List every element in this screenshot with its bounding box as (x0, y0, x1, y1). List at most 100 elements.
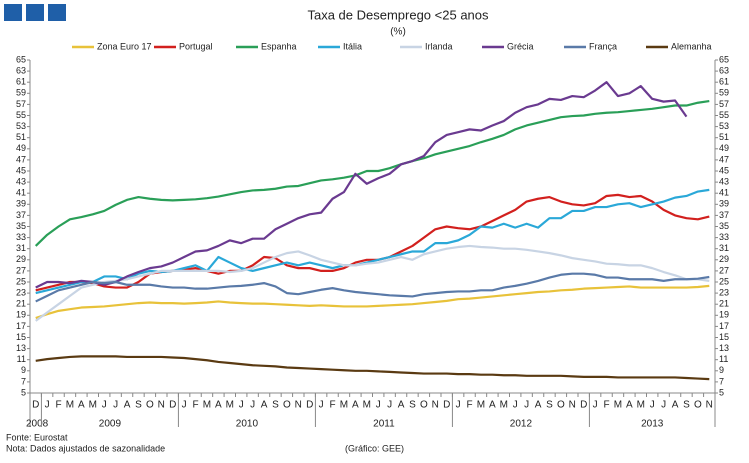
y2-tick-label: 43 (719, 176, 729, 186)
y2-tick-label: 5 (719, 387, 724, 397)
x-tick-label: J (239, 400, 244, 411)
source: Fonte: Eurostat (6, 432, 68, 442)
series-line (34, 99, 710, 247)
y-tick-label: 17 (16, 321, 26, 331)
x-tick-label: J (376, 400, 381, 411)
y-tick-label: 29 (16, 254, 26, 264)
series-line (35, 244, 710, 322)
y2-tick-label: 27 (719, 265, 729, 275)
y-tick-label: 5 (21, 387, 26, 397)
x-tick-label: A (672, 400, 679, 411)
y2-tick-label: 59 (719, 88, 729, 98)
y-tick-label: 51 (16, 132, 26, 142)
legend-label: Zona Euro 17 (97, 41, 152, 51)
y-tick-label: 31 (16, 243, 26, 253)
x-tick-label: M (89, 400, 97, 411)
y-tick-label: 49 (16, 143, 26, 153)
y2-tick-label: 9 (719, 365, 724, 375)
x-tick-label: A (489, 400, 496, 411)
x-tick-label: M (637, 400, 645, 411)
y2-tick-label: 31 (719, 243, 729, 253)
y-tick-label: 21 (16, 299, 26, 309)
y2-tick-label: 21 (719, 299, 729, 309)
y2-tick-label: 29 (719, 254, 729, 264)
year-label: 2010 (236, 419, 259, 430)
legend-label: Irlanda (425, 41, 453, 51)
y-tick-label: 41 (16, 188, 26, 198)
y-tick-label: 39 (16, 199, 26, 209)
x-tick-label: J (319, 400, 324, 411)
x-tick-label: S (409, 400, 416, 411)
y2-tick-label: 13 (719, 343, 729, 353)
y-tick-label: 13 (16, 343, 26, 353)
y2-tick-label: 65 (719, 54, 729, 64)
legend-label: Alemanha (671, 41, 712, 51)
legend-label: Espanha (261, 41, 297, 51)
x-tick-label: O (283, 400, 291, 411)
x-tick-label: J (456, 400, 461, 411)
y2-tick-label: 15 (719, 332, 729, 342)
chart-title: Taxa de Desemprego <25 anos (307, 7, 489, 22)
series-line (35, 355, 710, 381)
x-tick-label: F (192, 400, 198, 411)
y-tick-label: 59 (16, 88, 26, 98)
y-tick-label: 7 (21, 376, 26, 386)
y2-tick-label: 45 (719, 165, 729, 175)
x-tick-label: D (443, 400, 450, 411)
legend-label: Portugal (179, 41, 213, 51)
x-tick-label: A (124, 400, 131, 411)
credit: (Gráfico: GEE) (345, 443, 404, 453)
x-tick-label: A (78, 400, 85, 411)
series-line (35, 284, 710, 320)
y2-tick-label: 17 (719, 321, 729, 331)
x-tick-label: O (420, 400, 428, 411)
y-tick-label: 43 (16, 176, 26, 186)
y-tick-label: 9 (21, 365, 26, 375)
y-tick-label: 55 (16, 110, 26, 120)
y-tick-label: 57 (16, 99, 26, 109)
y2-tick-label: 61 (719, 77, 729, 87)
y2-tick-label: 41 (719, 188, 729, 198)
x-tick-label: M (203, 400, 211, 411)
y2-tick-label: 37 (719, 210, 729, 220)
x-tick-label: A (352, 400, 359, 411)
x-tick-label: O (557, 400, 565, 411)
logo-block (26, 4, 44, 21)
x-tick-label: J (182, 400, 187, 411)
chart-subtitle: (%) (390, 27, 406, 38)
y2-tick-label: 63 (719, 65, 729, 75)
x-tick-label: J (102, 400, 107, 411)
series-line (35, 81, 688, 289)
x-tick-label: J (650, 400, 655, 411)
y2-tick-label: 53 (719, 121, 729, 131)
x-tick-label: D (580, 400, 587, 411)
x-tick-label: M (66, 400, 74, 411)
y-tick-label: 27 (16, 265, 26, 275)
x-tick-label: M (226, 400, 234, 411)
series-line (35, 272, 710, 303)
y-tick-label: 11 (17, 354, 26, 364)
logo-block (4, 4, 22, 21)
y2-tick-label: 23 (719, 287, 729, 297)
legend-label: Grécia (507, 41, 534, 51)
x-tick-label: O (694, 400, 702, 411)
x-tick-label: J (250, 400, 255, 411)
x-tick-label: S (272, 400, 279, 411)
y-tick-label: 47 (16, 154, 26, 164)
x-tick-label: N (706, 400, 713, 411)
y2-tick-label: 33 (719, 232, 729, 242)
x-tick-label: F (55, 400, 61, 411)
x-tick-label: F (329, 400, 335, 411)
y-tick-label: 33 (16, 232, 26, 242)
x-tick-label: N (432, 400, 439, 411)
year-label: 2009 (99, 419, 122, 430)
x-tick-label: J (593, 400, 598, 411)
y2-tick-label: 49 (719, 143, 729, 153)
logo-block (48, 4, 66, 21)
y-tick-label: 37 (16, 210, 26, 220)
x-tick-label: S (546, 400, 553, 411)
series-line (35, 188, 710, 295)
y-tick-label: 15 (16, 332, 26, 342)
x-tick-label: F (466, 400, 472, 411)
